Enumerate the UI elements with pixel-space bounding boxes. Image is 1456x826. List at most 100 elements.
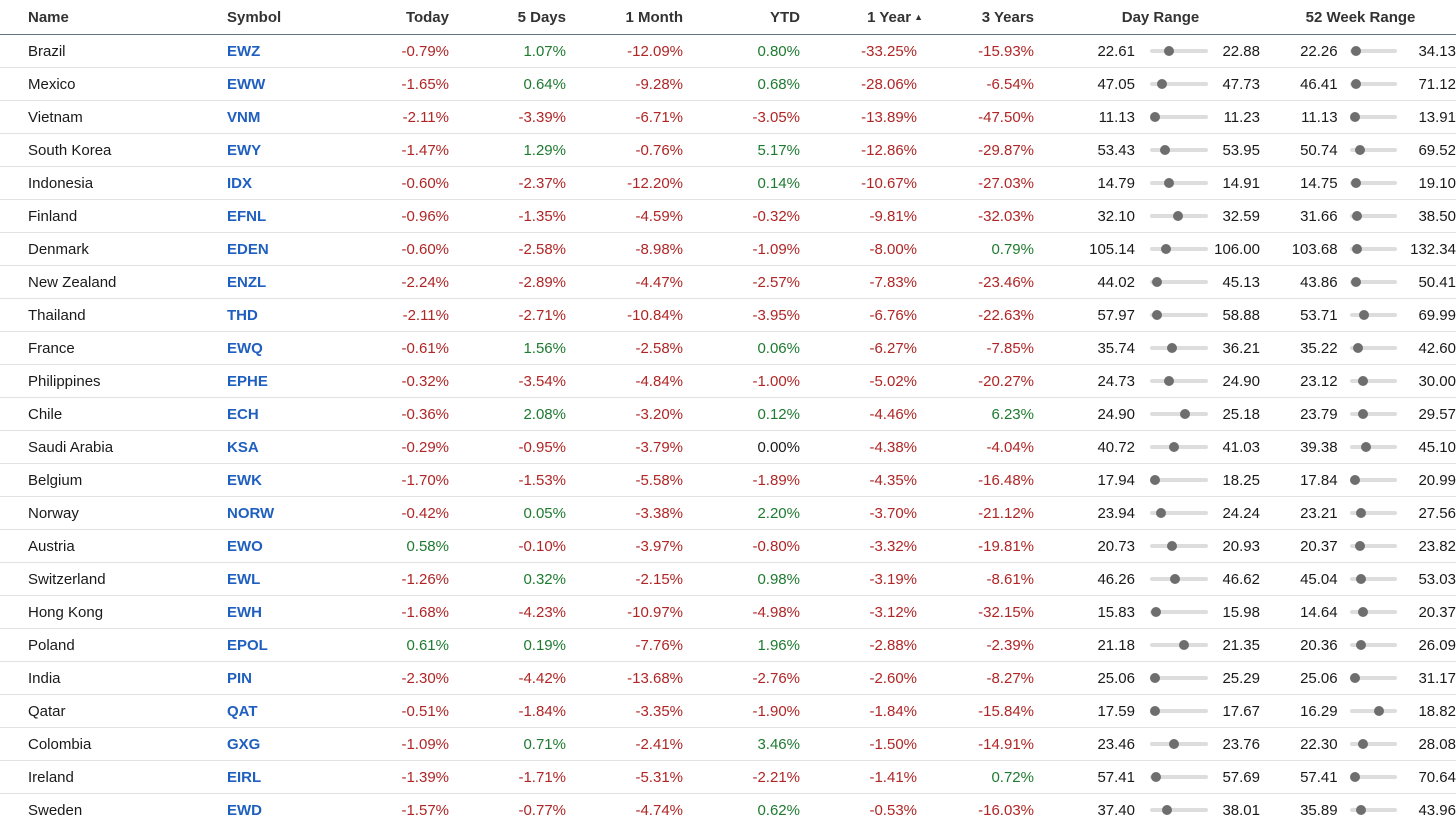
column-header-1-year[interactable]: 1 Year▲ <box>822 0 939 35</box>
m1-change: -3.79% <box>588 431 705 464</box>
m1-change: -8.98% <box>588 233 705 266</box>
symbol-link[interactable]: EWQ <box>227 340 263 357</box>
symbol-link[interactable]: VNM <box>227 109 260 126</box>
symbol-link[interactable]: NORW <box>227 505 274 522</box>
column-header-5-days[interactable]: 5 Days <box>471 0 588 35</box>
52-week-low: 23.21 <box>1265 505 1338 522</box>
y3-change: -14.91% <box>939 728 1056 761</box>
column-header-ytd[interactable]: YTD <box>705 0 822 35</box>
symbol-link[interactable]: KSA <box>227 439 259 456</box>
ytd-change: 1.96% <box>705 629 822 662</box>
column-header-1-month[interactable]: 1 Month <box>588 0 705 35</box>
y3-change: -29.87% <box>939 134 1056 167</box>
column-header-3-years[interactable]: 3 Years <box>939 0 1056 35</box>
column-header-symbol[interactable]: Symbol <box>227 0 350 35</box>
symbol-link[interactable]: EWW <box>227 76 265 93</box>
y1-change: -12.86% <box>822 134 939 167</box>
m1-change: -2.41% <box>588 728 705 761</box>
symbol-link[interactable]: EWY <box>227 142 261 159</box>
day-low: 105.14 <box>1056 241 1135 258</box>
symbol-cell: IDX <box>227 167 350 200</box>
y3-change: -16.48% <box>939 464 1056 497</box>
day-low: 24.90 <box>1056 406 1135 423</box>
day-range-bar <box>1150 49 1208 53</box>
symbol-link[interactable]: EPOL <box>227 637 268 654</box>
day-low: 20.73 <box>1056 538 1135 555</box>
ytd-change: 0.62% <box>705 794 822 826</box>
country-name: Colombia <box>0 728 227 761</box>
52-week-high: 19.10 <box>1397 175 1456 192</box>
day-high: 25.18 <box>1208 406 1260 423</box>
symbol-link[interactable]: EPHE <box>227 373 268 390</box>
column-header-today[interactable]: Today <box>350 0 471 35</box>
m1-change: -6.71% <box>588 101 705 134</box>
symbol-link[interactable]: ENZL <box>227 274 266 291</box>
d5-change: -2.58% <box>471 233 588 266</box>
symbol-link[interactable]: EWK <box>227 472 262 489</box>
ytd-change: 0.80% <box>705 35 822 68</box>
52-week-low: 31.66 <box>1265 208 1338 225</box>
d5-change: -4.23% <box>471 596 588 629</box>
symbol-link[interactable]: EWL <box>227 571 260 588</box>
country-name: Thailand <box>0 299 227 332</box>
day-range-marker <box>1150 112 1160 122</box>
symbol-link[interactable]: EIRL <box>227 769 261 786</box>
m1-change: -4.47% <box>588 266 705 299</box>
day-range-marker <box>1169 442 1179 452</box>
table-header-row: Name Symbol Today 5 Days 1 Month YTD 1 Y… <box>0 0 1456 35</box>
m1-change: -4.59% <box>588 200 705 233</box>
symbol-link[interactable]: QAT <box>227 703 258 720</box>
column-header-52-week-range[interactable]: 52 Week Range <box>1265 0 1456 35</box>
column-header-name[interactable]: Name <box>0 0 227 35</box>
symbol-link[interactable]: EWZ <box>227 43 260 60</box>
day-high: 45.13 <box>1208 274 1260 291</box>
52-week-range-marker <box>1355 145 1365 155</box>
52-week-high: 132.34 <box>1397 241 1456 258</box>
symbol-link[interactable]: EWH <box>227 604 262 621</box>
symbol-link[interactable]: PIN <box>227 670 252 687</box>
day-range-bar <box>1150 247 1208 251</box>
52-week-low: 20.37 <box>1265 538 1338 555</box>
symbol-link[interactable]: EWD <box>227 802 262 819</box>
y1-change: -2.88% <box>822 629 939 662</box>
symbol-cell: EWQ <box>227 332 350 365</box>
symbol-link[interactable]: IDX <box>227 175 252 192</box>
symbol-link[interactable]: EDEN <box>227 241 269 258</box>
symbol-link[interactable]: EWO <box>227 538 263 555</box>
symbol-link[interactable]: EFNL <box>227 208 266 225</box>
sort-ascending-icon[interactable]: ▲ <box>914 12 923 22</box>
52-week-range-marker <box>1358 376 1368 386</box>
symbol-link[interactable]: ECH <box>227 406 259 423</box>
column-header-day-range[interactable]: Day Range <box>1056 0 1265 35</box>
symbol-link[interactable]: GXG <box>227 736 260 753</box>
symbol-link[interactable]: THD <box>227 307 258 324</box>
